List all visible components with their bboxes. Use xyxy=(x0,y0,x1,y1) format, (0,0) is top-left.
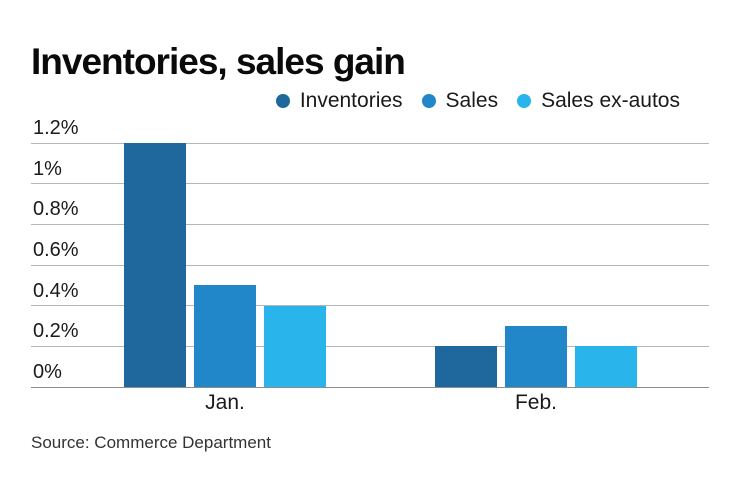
bar-sales-jan xyxy=(194,285,256,387)
gridline xyxy=(31,305,709,307)
gridline xyxy=(31,345,709,347)
gridline xyxy=(31,223,709,225)
y-tick-label: 0.2% xyxy=(33,320,79,343)
source-note: Source: Commerce Department xyxy=(31,433,271,452)
gridline xyxy=(31,264,709,266)
gridline xyxy=(31,142,709,144)
legend-dot-icon xyxy=(421,94,436,108)
bar-inventories-jan xyxy=(124,143,186,387)
chart-title: Inventories, sales gain xyxy=(31,40,406,82)
plot-area: 1.2% 1% 0.8% 0.6% 0.4% 0.2% 0% Jan. Feb. xyxy=(31,118,709,414)
legend-dot-icon xyxy=(517,94,532,108)
legend-item-inventories: Inventories xyxy=(275,89,403,113)
legend-label: Sales xyxy=(445,89,499,112)
gridline xyxy=(31,183,709,185)
bar-inventories-feb xyxy=(435,346,497,387)
legend-label: Sales ex-autos xyxy=(541,89,680,112)
bar-sales-ex-autos-feb xyxy=(575,346,637,387)
bar-sales-ex-autos-jan xyxy=(264,305,326,387)
x-axis-baseline xyxy=(31,386,709,388)
y-tick-label: 0.8% xyxy=(33,198,79,221)
y-tick-label: 0% xyxy=(33,361,62,383)
legend-item-sales: Sales xyxy=(421,89,499,113)
y-tick-label: 1% xyxy=(33,157,62,180)
y-tick-label: 0.6% xyxy=(33,239,79,261)
legend-dot-icon xyxy=(275,94,290,108)
legend-item-sales-ex-autos: Sales ex-autos xyxy=(517,89,680,113)
bar-sales-feb xyxy=(505,326,567,387)
x-axis-label-feb: Feb. xyxy=(514,391,558,414)
y-tick-label: 1.2% xyxy=(33,117,79,139)
x-axis-label-jan: Jan. xyxy=(205,391,245,414)
chart-legend: Inventories Sales Sales ex-autos xyxy=(275,89,680,113)
y-tick-label: 0.4% xyxy=(33,279,79,302)
legend-label: Inventories xyxy=(299,89,403,112)
